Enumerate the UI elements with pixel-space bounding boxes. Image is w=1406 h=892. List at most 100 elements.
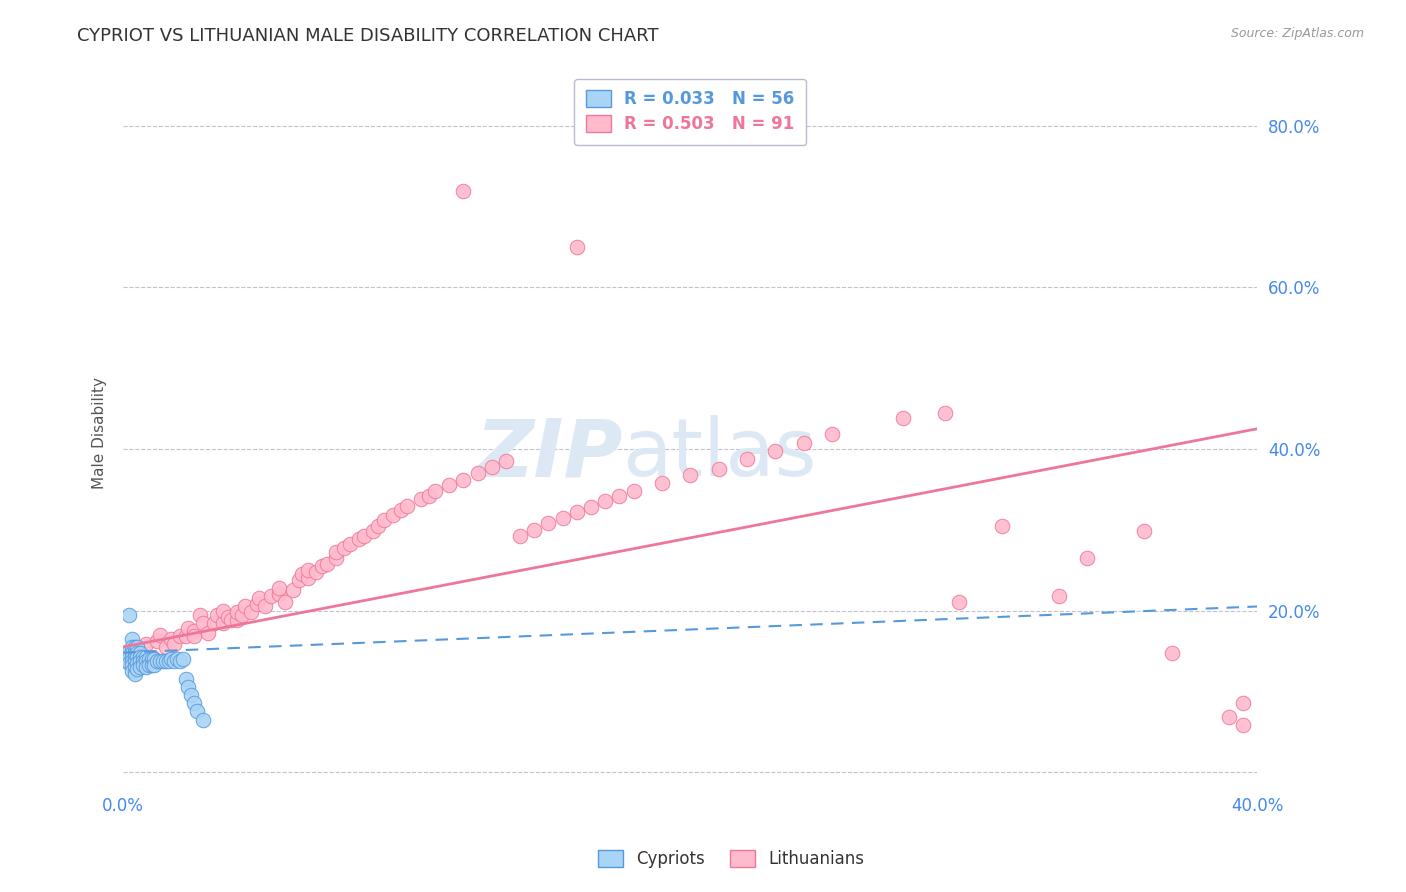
Point [127,656,149,670]
Point [367,518,389,533]
Point [253,599,276,614]
Point [934,406,956,420]
Text: atlas: atlas [623,415,817,493]
Point [1232,718,1254,732]
Point [138,657,160,672]
Point [141,652,163,666]
Point [339,537,361,551]
Point [593,494,616,508]
Point [155,640,177,654]
Point [948,595,970,609]
Point [1132,524,1154,539]
Point [225,613,247,627]
Point [247,591,270,606]
Y-axis label: Male Disability: Male Disability [93,376,107,489]
Point [138,652,160,666]
Point [172,652,194,666]
Point [174,672,197,686]
Point [191,713,214,727]
Point [325,551,347,566]
Point [121,664,143,678]
Point [163,654,186,668]
Point [129,649,152,664]
Point [361,524,384,539]
Point [607,489,630,503]
Point [118,656,141,670]
Text: CYPRIOT VS LITHUANIAN MALE DISABILITY CORRELATION CHART: CYPRIOT VS LITHUANIAN MALE DISABILITY CO… [77,27,659,45]
Point [118,607,141,622]
Point [124,660,146,674]
Point [679,467,702,482]
Point [439,478,461,492]
Point [174,629,197,643]
Point [188,607,211,622]
Point [127,662,149,676]
Point [409,491,432,506]
Point [177,680,200,694]
Point [135,649,157,664]
Point [347,533,370,547]
Point [418,489,440,503]
Point [121,632,143,646]
Point [793,435,815,450]
Point [202,615,225,630]
Point [1232,697,1254,711]
Point [121,646,143,660]
Point [311,559,333,574]
Point [152,654,174,668]
Point [132,649,155,664]
Point [183,624,205,638]
Point [183,629,205,643]
Point [217,610,239,624]
Point [129,660,152,674]
Point [143,652,166,666]
Point [821,427,844,442]
Point [129,646,152,660]
Point [141,649,163,664]
Point [509,529,531,543]
Point [453,184,475,198]
Point [991,518,1014,533]
Point [651,475,673,490]
Point [127,649,149,664]
Point [551,510,574,524]
Point [297,571,319,585]
Point [163,637,186,651]
Point [1047,589,1070,603]
Point [325,545,347,559]
Point [169,654,191,668]
Point [269,587,291,601]
Point [333,541,356,555]
Point [149,654,172,668]
Point [169,629,191,643]
Point [288,573,311,587]
Point [1218,710,1240,724]
Point [135,654,157,668]
Text: ZIP: ZIP [475,415,623,493]
Point [763,443,786,458]
Point [579,500,602,515]
Point [389,502,412,516]
Point [124,646,146,660]
Point [197,626,219,640]
Point [1076,551,1098,566]
Point [211,615,233,630]
Point [245,597,267,611]
Point [283,583,305,598]
Point [219,613,242,627]
Point [141,657,163,672]
Point [160,632,183,646]
Point [373,513,395,527]
Point [233,599,256,614]
Point [231,607,253,622]
Point [225,605,247,619]
Point [481,459,503,474]
Point [191,615,214,630]
Point [155,654,177,668]
Point [124,666,146,681]
Point [423,483,446,498]
Legend: Cypriots, Lithuanians: Cypriots, Lithuanians [592,843,870,875]
Point [180,689,202,703]
Point [160,652,183,666]
Point [118,644,141,658]
